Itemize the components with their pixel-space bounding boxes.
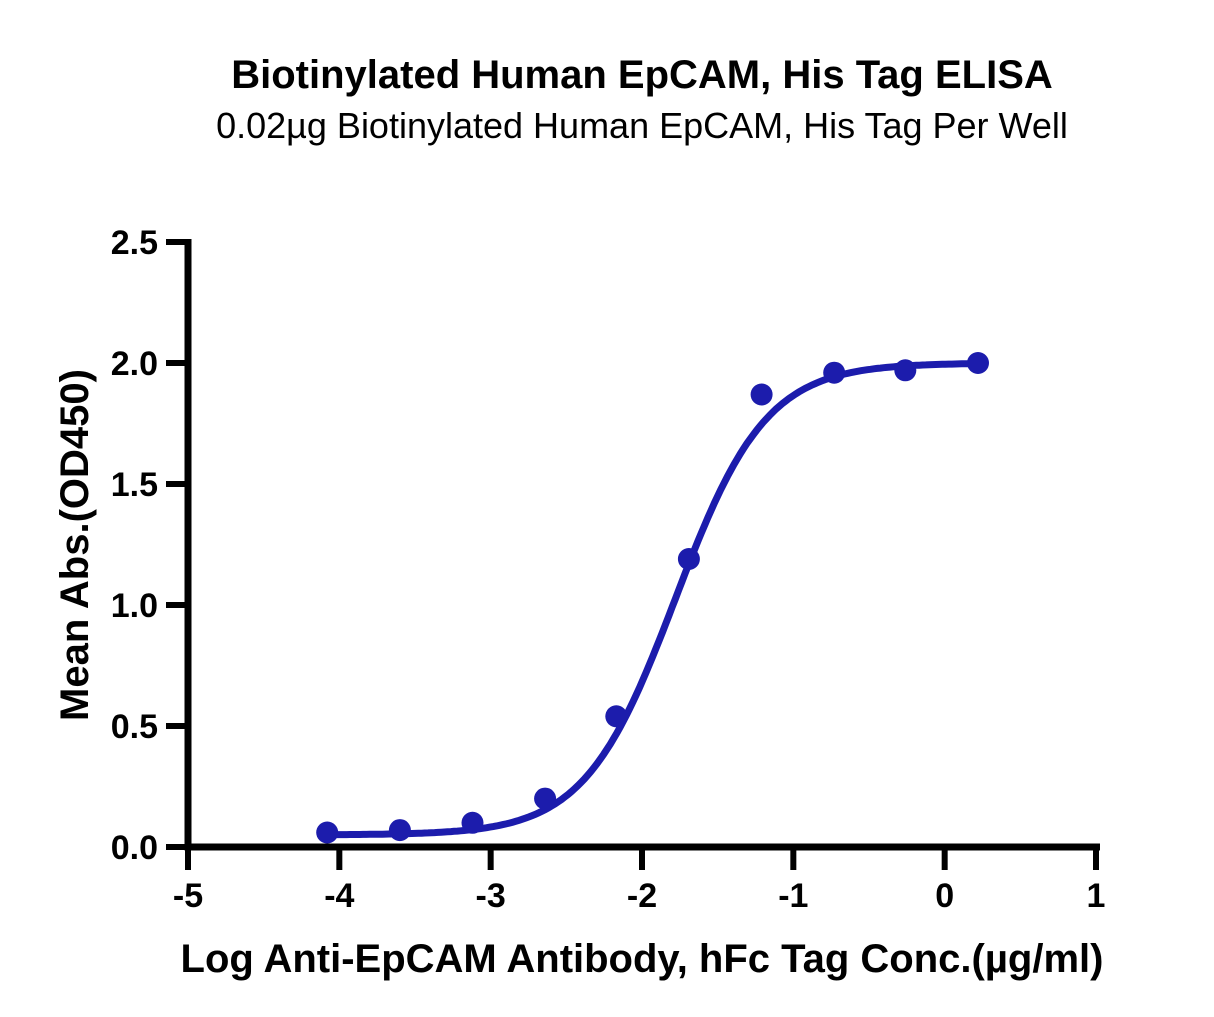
chart-subtitle: 0.02µg Biotinylated Human EpCAM, His Tag…	[216, 105, 1068, 146]
data-point	[316, 821, 339, 844]
x-tick-label: 0	[935, 877, 954, 915]
x-axis-label: Log Anti-EpCAM Antibody, hFc Tag Conc.(µ…	[181, 937, 1104, 981]
x-tick-label: -3	[476, 877, 506, 915]
data-point	[461, 811, 484, 834]
chart-title: Biotinylated Human EpCAM, His Tag ELISA	[231, 53, 1053, 97]
data-points	[316, 352, 989, 844]
data-point	[894, 359, 917, 382]
x-tick-label: -4	[324, 877, 354, 915]
data-point	[388, 819, 411, 842]
axes: 0.0 0.5 1.0 1.5 2.0 2.5 -5 -4 -3 -2 -1 0 1	[111, 224, 1106, 915]
data-point	[677, 548, 700, 570]
x-tick-label: -2	[627, 877, 657, 915]
y-tick-label: 2.0	[111, 345, 158, 383]
y-tick-label: 2.5	[111, 224, 158, 262]
fit-curve	[323, 360, 982, 839]
y-tick-label: 0.5	[111, 708, 158, 746]
data-point	[967, 352, 989, 374]
y-tick-label: 1.0	[111, 587, 158, 625]
data-point	[605, 705, 628, 728]
data-point	[534, 787, 557, 810]
data-point	[823, 361, 846, 384]
x-tick-label: -5	[173, 877, 203, 915]
y-axis-label: Mean Abs.(OD450)	[53, 369, 97, 721]
x-tick-label: -1	[778, 877, 808, 915]
y-tick-label: 0.0	[111, 829, 158, 867]
dose-response-curve	[323, 360, 982, 839]
y-tick-label: 1.5	[111, 466, 158, 504]
data-point	[750, 383, 773, 406]
x-tick-label: 1	[1087, 877, 1106, 915]
